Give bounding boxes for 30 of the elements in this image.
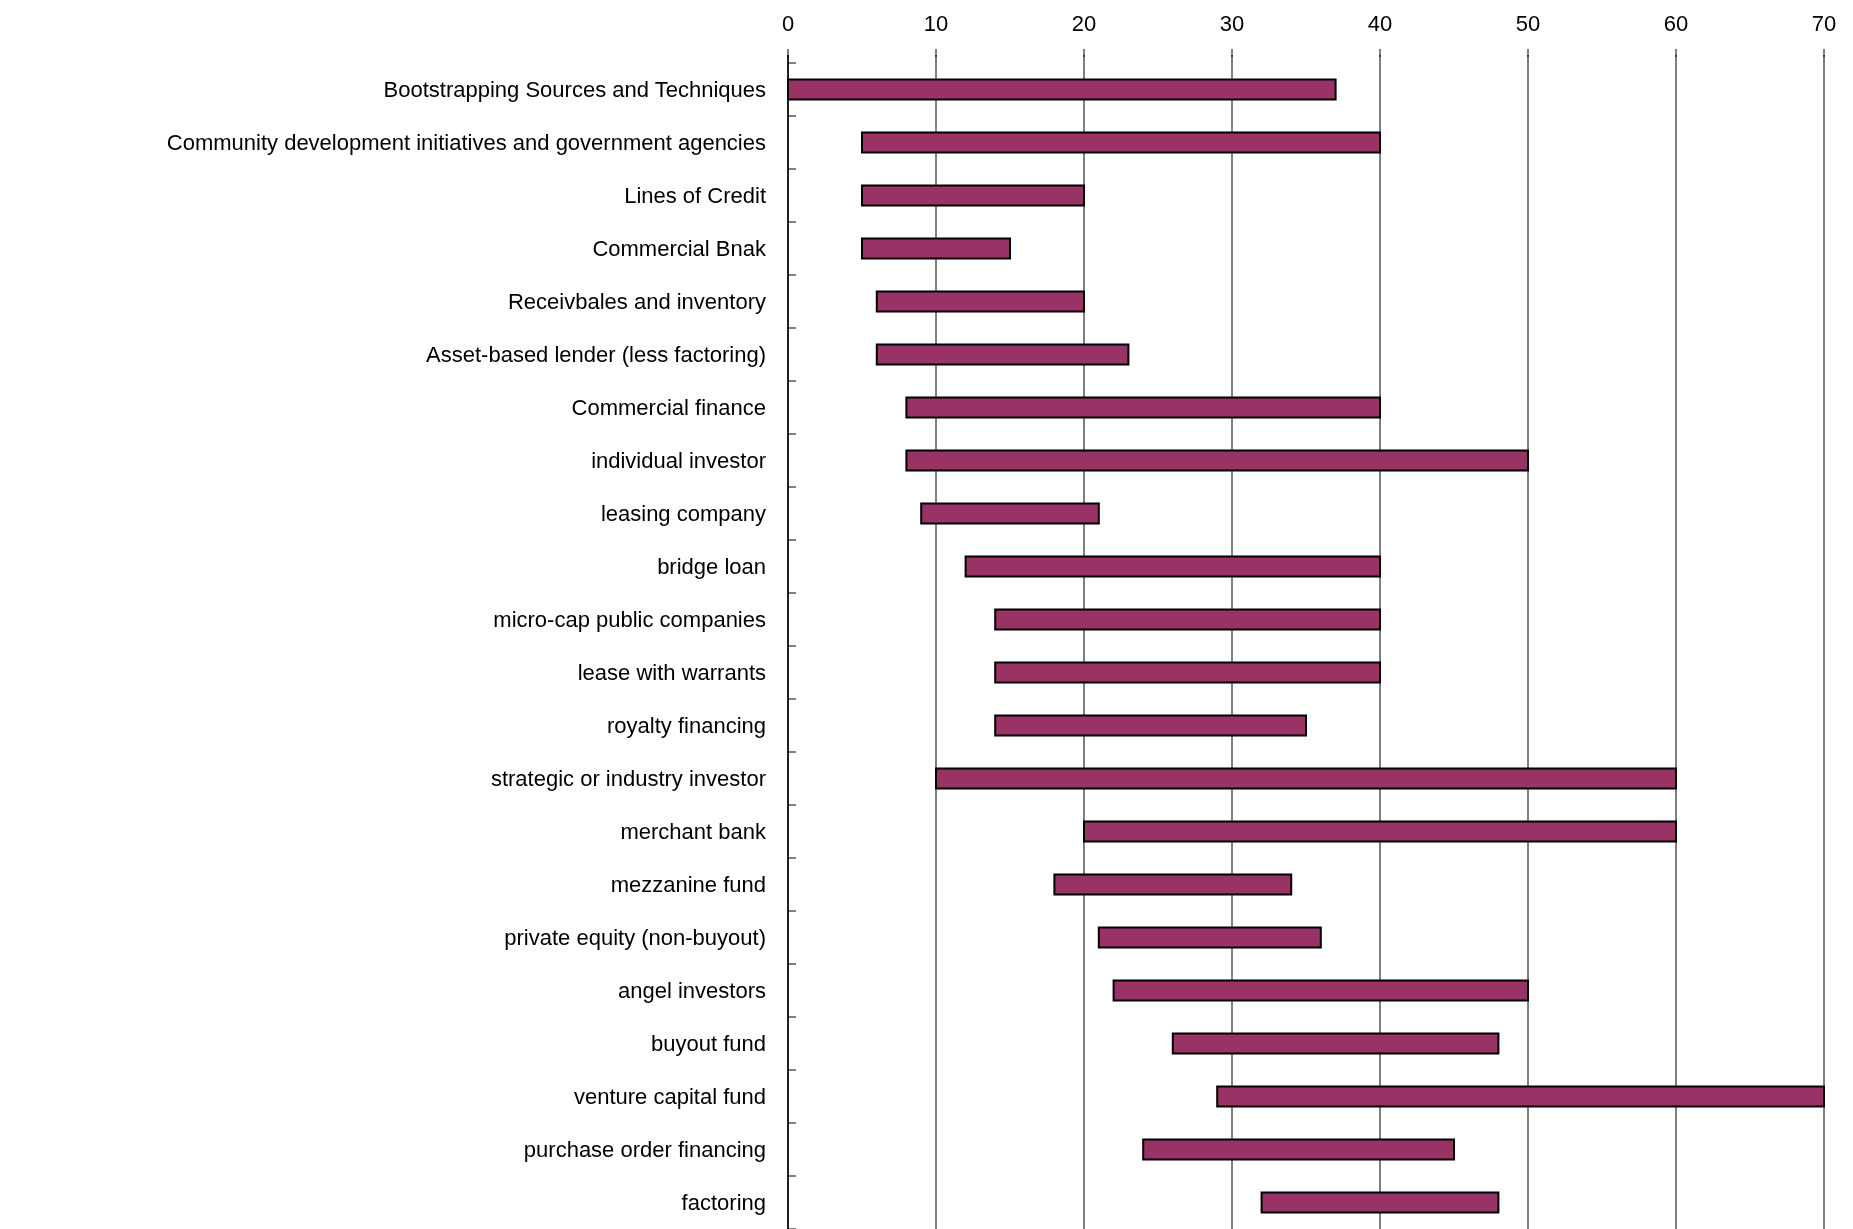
x-tick-label: 0	[781, 11, 795, 36]
y-tick-label: Community development initiatives and government agencies	[166, 130, 766, 156]
y-tick-label: venture capital fund	[573, 1084, 766, 1110]
y-tick-label: micro-cap public companies	[493, 607, 766, 633]
y-tick-label: Receivbales and inventory	[507, 289, 766, 315]
y-tick-label: Commercial Bnak	[592, 236, 767, 262]
y-tick-label: strategic or industry investor	[490, 766, 766, 792]
y-tick-label: leasing company	[600, 501, 766, 527]
x-tick-label: 30	[1219, 11, 1245, 36]
x-tick-label: 40	[1367, 11, 1393, 36]
y-tick-label: royalty financing	[607, 713, 766, 739]
y-tick-label: private equity (non-buyout)	[504, 925, 766, 951]
y-tick-label: angel investors	[618, 978, 766, 1004]
y-tick-label: purchase order financing	[523, 1137, 766, 1163]
y-tick-label: lease with warrants	[577, 660, 766, 686]
y-tick-label: Asset-based lender (less factoring)	[426, 342, 766, 368]
y-tick-label: Bootstrapping Sources and Techniques	[383, 77, 766, 103]
y-tick-label: bridge loan	[657, 554, 766, 580]
x-tick-label: 70	[1811, 11, 1837, 36]
x-tick-label: 50	[1515, 11, 1541, 36]
x-tick-label: 60	[1663, 11, 1689, 36]
y-tick-label: Lines of Credit	[624, 183, 766, 209]
y-tick-label: mezzanine fund	[610, 872, 766, 898]
y-tick-label: Commercial finance	[571, 395, 766, 421]
y-tick-label: merchant bank	[620, 819, 767, 845]
x-tick-label: 20	[1071, 11, 1097, 36]
x-tick-label: 10	[923, 11, 949, 36]
y-tick-label: individual investor	[591, 448, 766, 474]
y-tick-label: buyout fund	[651, 1031, 766, 1057]
y-tick-label: factoring	[681, 1190, 766, 1216]
